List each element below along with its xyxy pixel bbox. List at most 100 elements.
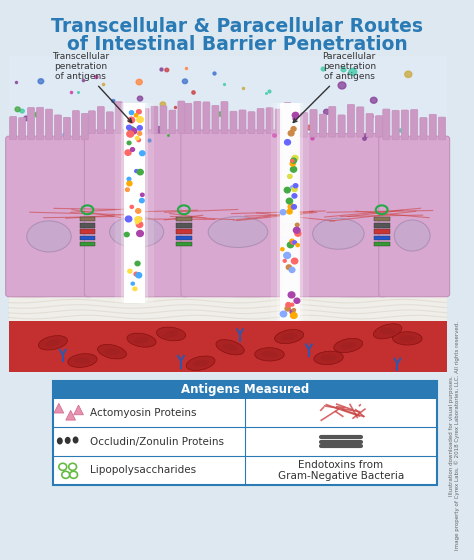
Circle shape (292, 204, 296, 209)
FancyBboxPatch shape (84, 130, 189, 297)
Circle shape (286, 265, 292, 269)
Circle shape (287, 209, 292, 214)
FancyBboxPatch shape (181, 130, 295, 297)
FancyBboxPatch shape (142, 109, 149, 133)
FancyBboxPatch shape (328, 106, 336, 137)
FancyBboxPatch shape (115, 102, 122, 133)
Bar (283, 229, 298, 234)
Ellipse shape (392, 332, 422, 345)
Circle shape (321, 67, 326, 71)
Ellipse shape (313, 218, 364, 249)
Circle shape (95, 76, 98, 78)
Circle shape (294, 298, 300, 304)
Bar (80, 242, 95, 246)
Bar (272, 104, 309, 321)
Bar (80, 236, 95, 240)
Circle shape (370, 97, 377, 103)
Circle shape (134, 114, 138, 117)
Circle shape (290, 310, 294, 314)
Bar (374, 242, 390, 246)
FancyBboxPatch shape (239, 110, 246, 133)
Text: of Intestinal Barrier Penetration: of Intestinal Barrier Penetration (67, 35, 407, 54)
Ellipse shape (321, 355, 337, 361)
Circle shape (127, 125, 132, 130)
FancyBboxPatch shape (230, 111, 237, 133)
Circle shape (273, 134, 276, 137)
Bar (374, 236, 390, 240)
FancyBboxPatch shape (27, 108, 35, 140)
FancyBboxPatch shape (106, 112, 113, 133)
Bar (280, 104, 300, 321)
Text: Endotoxins from
Gram-Negative Bacteria: Endotoxins from Gram-Negative Bacteria (278, 460, 404, 481)
Circle shape (306, 125, 311, 130)
Circle shape (291, 186, 294, 189)
Circle shape (280, 311, 287, 317)
Circle shape (133, 287, 137, 291)
Circle shape (35, 112, 41, 118)
Text: Transcellular & Paracellular Routes: Transcellular & Paracellular Routes (51, 17, 423, 36)
Circle shape (291, 160, 294, 162)
FancyBboxPatch shape (203, 102, 210, 133)
Circle shape (24, 116, 29, 120)
Circle shape (290, 239, 294, 243)
Circle shape (341, 68, 346, 72)
Circle shape (288, 292, 295, 298)
Bar (9, 316, 447, 372)
Bar (374, 229, 390, 234)
Bar (126, 104, 144, 303)
Circle shape (137, 132, 142, 136)
Circle shape (137, 116, 143, 123)
Ellipse shape (164, 330, 179, 338)
Ellipse shape (222, 344, 238, 351)
FancyBboxPatch shape (97, 106, 104, 133)
FancyBboxPatch shape (46, 109, 53, 140)
Circle shape (137, 125, 142, 130)
Circle shape (284, 253, 291, 259)
Ellipse shape (374, 324, 402, 339)
Ellipse shape (186, 356, 215, 371)
Bar (374, 223, 390, 227)
Circle shape (15, 107, 20, 111)
Ellipse shape (38, 335, 67, 350)
Circle shape (139, 198, 144, 203)
FancyBboxPatch shape (338, 115, 345, 137)
Ellipse shape (274, 330, 304, 344)
Circle shape (285, 306, 291, 311)
Circle shape (140, 193, 144, 197)
Ellipse shape (109, 217, 164, 248)
Circle shape (130, 206, 133, 208)
Bar (283, 223, 298, 227)
FancyBboxPatch shape (36, 108, 44, 140)
Ellipse shape (216, 339, 244, 355)
Circle shape (134, 272, 138, 276)
Ellipse shape (394, 220, 430, 251)
FancyBboxPatch shape (55, 115, 62, 140)
Ellipse shape (282, 333, 297, 340)
Bar (277, 104, 303, 321)
Circle shape (137, 138, 140, 142)
Circle shape (293, 184, 298, 188)
Circle shape (292, 187, 297, 192)
FancyBboxPatch shape (257, 109, 264, 133)
Circle shape (295, 231, 301, 236)
Circle shape (291, 312, 297, 319)
Bar (9, 294, 447, 321)
FancyBboxPatch shape (151, 106, 158, 133)
FancyBboxPatch shape (82, 113, 88, 140)
Bar (115, 104, 155, 303)
Circle shape (129, 111, 134, 115)
Ellipse shape (68, 354, 97, 367)
Ellipse shape (57, 437, 63, 445)
Circle shape (182, 79, 188, 83)
Circle shape (126, 137, 131, 142)
FancyBboxPatch shape (401, 110, 409, 140)
Circle shape (165, 68, 169, 72)
FancyBboxPatch shape (375, 116, 383, 137)
FancyBboxPatch shape (6, 136, 92, 297)
Circle shape (311, 137, 314, 140)
Bar (283, 104, 298, 321)
Ellipse shape (400, 335, 415, 342)
Ellipse shape (127, 333, 156, 347)
FancyBboxPatch shape (266, 108, 273, 133)
Bar (283, 236, 298, 240)
